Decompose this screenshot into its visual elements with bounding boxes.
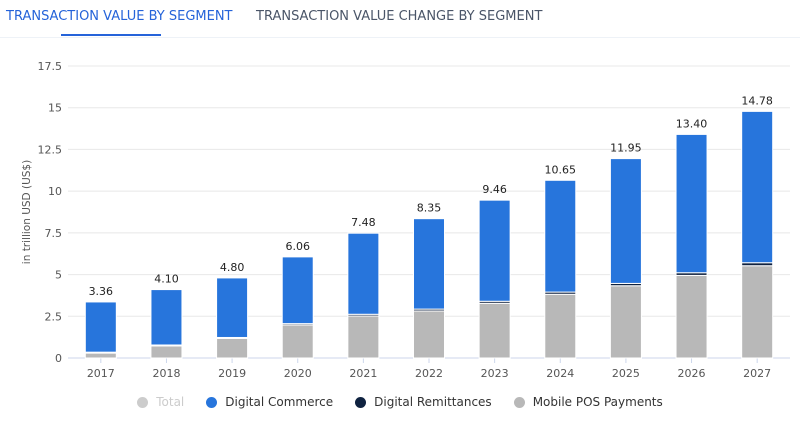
total-data-label: 9.46 [482,183,507,196]
bar-mobile-pos-payments [281,324,314,359]
legend: Total Digital Commerce Digital Remittances… [0,395,800,409]
y-tick-label: 0 [55,352,62,365]
x-tick-label: 2020 [284,367,312,380]
total-data-label: 4.80 [220,261,245,274]
bar-digital-commerce [609,158,642,284]
bar-mobile-pos-payments [544,293,577,359]
y-tick-label: 17.5 [38,60,63,73]
x-tick-label: 2018 [152,367,180,380]
bar-mobile-pos-payments [675,274,708,359]
y-tick-label: 10 [48,185,62,198]
total-data-label: 6.06 [285,240,310,253]
bar-mobile-pos-payments [609,285,642,359]
x-tick-label: 2025 [612,367,640,380]
total-data-label: 11.95 [610,142,642,155]
y-tick-label: 15 [48,102,62,115]
x-tick-label: 2019 [218,367,246,380]
bar-mobile-pos-payments [347,315,380,359]
legend-item-digital-remittances[interactable]: Digital Remittances [355,395,492,409]
tab-bar: TRANSACTION VALUE BY SEGMENT TRANSACTION… [0,0,800,38]
bar-digital-commerce [150,289,183,346]
bar-digital-commerce [84,301,117,353]
bar-digital-commerce [281,256,314,325]
x-tick-label: 2023 [481,367,509,380]
total-data-label: 7.48 [351,216,376,229]
bar-digital-commerce [544,179,577,293]
total-data-label: 3.36 [89,285,114,298]
bar-digital-commerce [675,133,708,274]
x-tick-label: 2026 [678,367,706,380]
bar-mobile-pos-payments [478,302,511,359]
tab-transaction-value-change-by-segment[interactable]: TRANSACTION VALUE CHANGE BY SEGMENT [256,9,543,24]
total-data-label: 13.40 [676,117,708,130]
bar-digital-commerce [741,110,774,264]
bar-mobile-pos-payments [150,345,183,359]
y-axis-label: in trillion USD (US$) [21,160,33,264]
y-tick-label: 7.5 [45,227,63,240]
total-data-label: 4.10 [154,273,179,286]
x-tick-label: 2021 [349,367,377,380]
legend-dot-icon [355,396,367,408]
tab-transaction-value-by-segment[interactable]: TRANSACTION VALUE BY SEGMENT [6,9,233,24]
legend-dot-icon [513,396,525,408]
total-data-label: 10.65 [545,163,577,176]
total-data-label: 8.35 [417,202,442,215]
stacked-bar-chart: 0 2.5 5 7.5 10 12.5 15 17.5 in trillion USD (US$… [21,60,790,380]
bar-digital-commerce [347,232,380,315]
legend-item-digital-commerce[interactable]: Digital Commerce [206,395,333,409]
bar-mobile-pos-payments [216,337,249,359]
legend-label: Total [156,395,185,409]
y-tick-label: 5 [55,269,62,282]
bar-mobile-pos-payments [741,265,774,359]
y-tick-label: 2.5 [45,310,63,323]
legend-label: Mobile POS Payments [532,395,663,409]
legend-label: Digital Commerce [225,395,334,409]
y-tick-label: 12.5 [38,143,63,156]
legend-label: Digital Remittances [374,395,492,409]
bar-digital-commerce [413,218,445,310]
legend-dot-icon [137,396,149,408]
x-tick-label: 2027 [743,367,771,380]
bar-mobile-pos-payments [413,310,445,359]
legend-item-total[interactable]: Total [137,395,184,409]
active-tab-indicator [61,34,161,36]
legend-dot-icon [206,396,218,408]
bar-digital-commerce [216,277,249,338]
total-data-label: 14.78 [741,94,773,107]
x-tick-label: 2022 [415,367,443,380]
x-tick-label: 2024 [546,367,574,380]
bar-digital-commerce [478,199,511,302]
legend-item-mobile-pos-payments[interactable]: Mobile POS Payments [513,395,663,409]
x-tick-label: 2017 [87,367,115,380]
